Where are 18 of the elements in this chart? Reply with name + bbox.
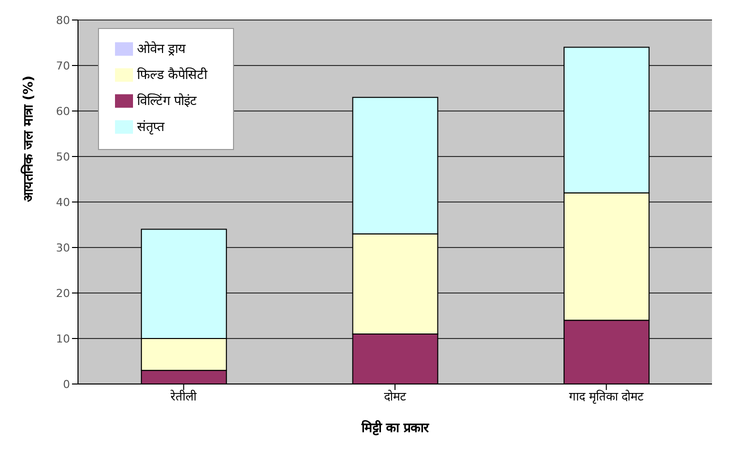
legend-label: संतृप्त — [137, 120, 164, 135]
x-tick-label: गाद मृतिका दोमट — [569, 390, 645, 405]
legend-label: फिल्ड कैपेसिटी — [137, 68, 208, 83]
y-tick-label: 0 — [63, 378, 70, 391]
y-tick-label: 50 — [56, 150, 70, 164]
x-tick-label: दोमट — [384, 390, 407, 404]
legend-label: ओवेन ड्राय — [137, 42, 186, 57]
y-tick-label: 80 — [56, 14, 70, 27]
x-tick-label: रेतीली — [170, 390, 198, 404]
y-tick-label: 10 — [56, 332, 70, 346]
y-tick-label: 40 — [56, 196, 70, 209]
y-axis-title: आयतनिक जल मात्रा (%) — [20, 76, 37, 202]
y-tick-label: 60 — [56, 104, 70, 118]
legend-label: विल्टिंग पोइंट — [137, 94, 198, 109]
y-tick-label: 20 — [56, 286, 70, 300]
y-tick-label: 30 — [56, 241, 70, 254]
y-tick-label: 70 — [56, 59, 70, 72]
x-axis-title: मिट्टी का प्रकार — [360, 420, 430, 436]
